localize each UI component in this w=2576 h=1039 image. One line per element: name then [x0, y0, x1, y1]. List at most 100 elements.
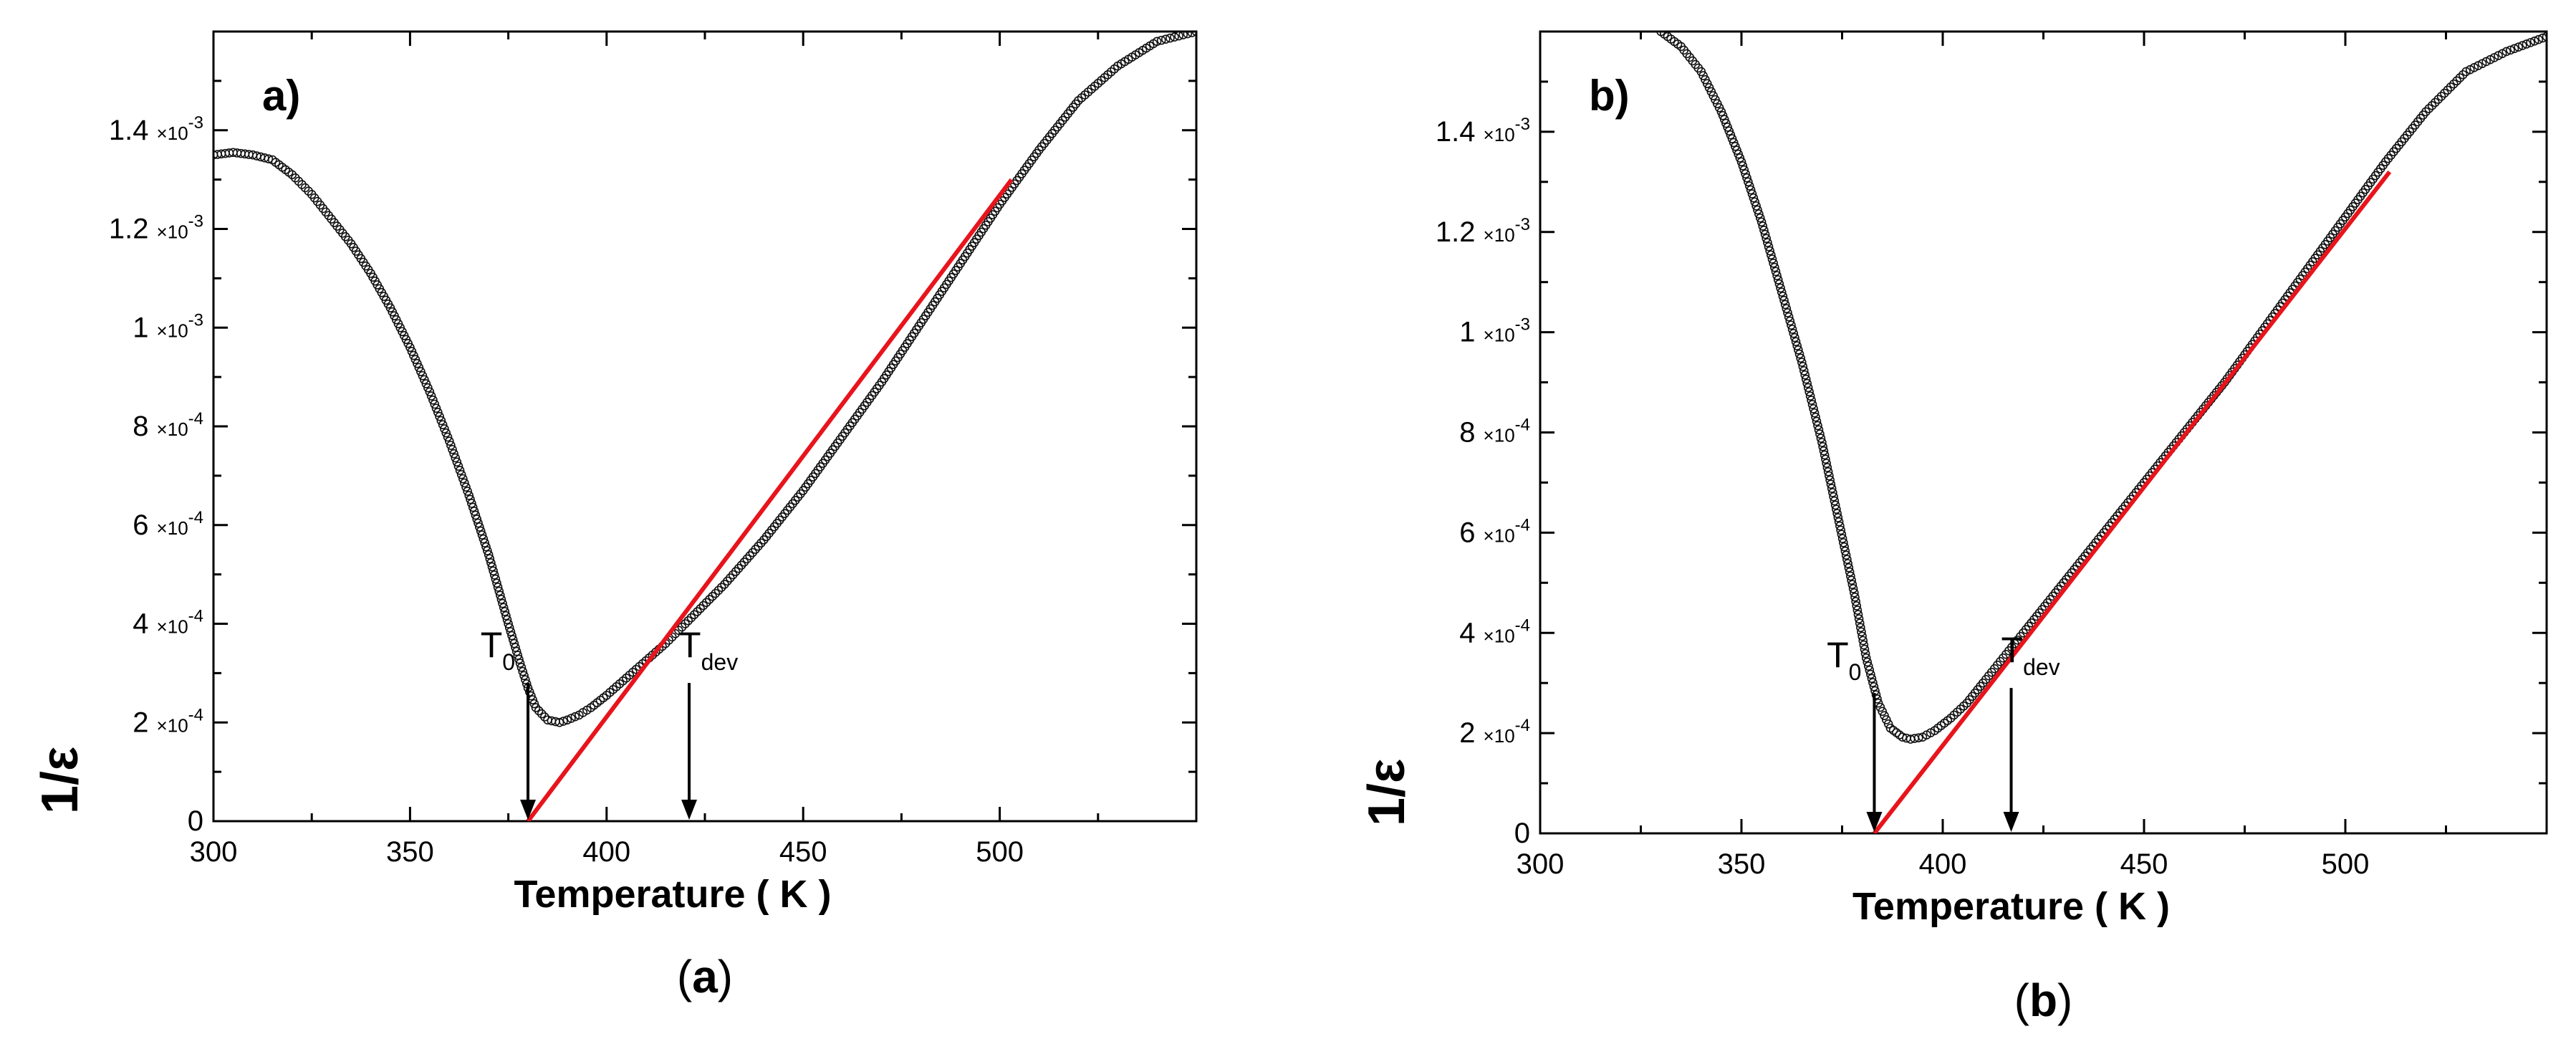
data-point [405, 343, 415, 353]
data-point [451, 453, 461, 463]
data-point [1866, 669, 1875, 679]
plot-area [1656, 32, 2547, 833]
x-tick-label: 300 [190, 836, 238, 868]
data-point [1166, 33, 1175, 43]
data-point [1852, 605, 1863, 615]
data-point [1865, 666, 1875, 675]
y-tick-label: 8 ×10-4 [133, 409, 203, 442]
data-point [674, 626, 683, 635]
data-point [294, 176, 304, 186]
data-point [1152, 37, 1162, 47]
data-point [420, 375, 429, 385]
data-point [531, 703, 541, 712]
data-point [698, 600, 708, 611]
x-tick-label: 350 [1718, 848, 1766, 880]
data-point [1898, 732, 1908, 742]
data-point [502, 615, 512, 625]
data-point [1738, 161, 1748, 171]
data-point [264, 154, 274, 163]
data-point [430, 399, 440, 409]
data-point [511, 646, 522, 656]
data-point [1771, 267, 1781, 277]
y-tick-label: 0 [1514, 818, 1530, 849]
data-point [461, 482, 471, 492]
data-point [1821, 454, 1830, 464]
data-point [1949, 710, 1959, 720]
data-point [1783, 308, 1792, 317]
data-point [1756, 217, 1767, 227]
data-point [713, 585, 724, 595]
panel-label: b) [1589, 72, 1630, 120]
data-point [2501, 47, 2512, 57]
data-point [1780, 300, 1790, 310]
data-point [570, 712, 580, 722]
data-point [1847, 575, 1856, 585]
data-point [1843, 559, 1852, 568]
data-point [1825, 475, 1835, 485]
data-point [1734, 149, 1743, 159]
data-point [1801, 374, 1811, 384]
data-point [455, 466, 465, 475]
data-point [519, 671, 529, 681]
data-point [1837, 530, 1847, 540]
data-point [1832, 509, 1842, 518]
data-point [1807, 400, 1817, 409]
data-point [471, 510, 481, 520]
data-point [431, 403, 441, 413]
data-point [1830, 496, 1840, 506]
panel-a: 300 350 400 450 500 0 2 ×10-4 4 ×10-4 6 ×10-4 8 ×… [32, 30, 1198, 1002]
data-point [504, 623, 514, 633]
data-point [1799, 366, 1809, 375]
data-point [1776, 283, 1785, 293]
data-point [1850, 588, 1859, 598]
data-point [453, 461, 463, 471]
data-point [410, 355, 420, 365]
data-point [1847, 580, 1857, 589]
data-point [480, 538, 489, 547]
y-tick-label: 1.4 ×10-3 [109, 113, 203, 146]
y-tick-label: 0 [188, 805, 203, 837]
data-point [1772, 271, 1782, 280]
data-point [416, 367, 426, 376]
data-point [1796, 353, 1805, 363]
data-point [1767, 254, 1777, 264]
data-point [1817, 438, 1827, 447]
data-point [449, 449, 458, 459]
data-point [1854, 614, 1864, 623]
data-point [1868, 678, 1878, 687]
data-point [1746, 185, 1756, 195]
x-tick-label: 500 [976, 836, 1024, 868]
data-point [468, 502, 478, 512]
data-point [1863, 661, 1873, 671]
data-point [1822, 459, 1831, 468]
data-point [2443, 85, 2452, 95]
data-point [472, 514, 481, 524]
data-point [515, 659, 525, 668]
x-tick-label: 400 [582, 836, 630, 868]
data-point [705, 595, 714, 604]
data-point [1754, 209, 1764, 219]
data-point [1751, 201, 1761, 211]
data-point [1156, 35, 1166, 45]
data-point [477, 530, 487, 540]
data-point [1727, 134, 1737, 143]
data-point [2542, 32, 2547, 42]
data-point [1777, 287, 1787, 297]
data-point [1774, 279, 1784, 289]
fit-line [526, 178, 1014, 821]
data-point [756, 538, 766, 548]
annotation-arrow-head [2003, 812, 2019, 832]
data-point [1813, 421, 1822, 431]
data-point [291, 173, 300, 183]
data-point [493, 583, 503, 592]
data-point [409, 350, 418, 360]
data-point [418, 370, 428, 380]
panel-caption: (a) [677, 951, 733, 1002]
data-point [1723, 123, 1732, 132]
data-point [509, 638, 519, 648]
data-point [1749, 193, 1759, 203]
data-point [1773, 275, 1783, 284]
data-point [521, 675, 530, 684]
data-point [1844, 563, 1854, 573]
